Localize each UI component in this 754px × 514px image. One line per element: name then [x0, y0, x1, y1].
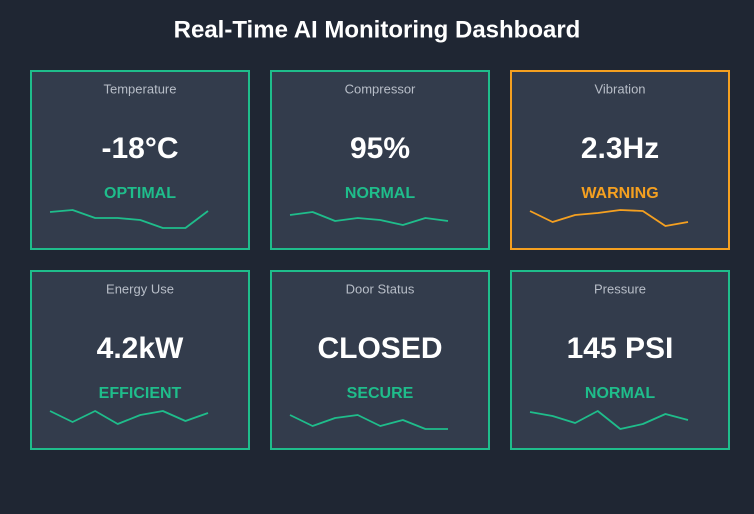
metric-card [270, 270, 490, 450]
metric-label: Pressure [594, 281, 646, 296]
sparkline [529, 209, 689, 227]
metric-value: -18°C [101, 132, 178, 165]
metric-status: EFFICIENT [99, 385, 182, 402]
metric-status: NORMAL [585, 385, 655, 402]
metric-label: Compressor [345, 81, 416, 96]
sparkline [289, 211, 449, 226]
metric-value: 2.3Hz [581, 132, 659, 165]
metric-value: CLOSED [317, 332, 442, 365]
sparkline [49, 410, 209, 425]
metric-value: 4.2kW [97, 332, 184, 365]
dashboard-title: Real-Time AI Monitoring Dashboard [174, 16, 581, 43]
metric-card [510, 270, 730, 450]
metric-label: Vibration [594, 81, 645, 96]
metric-status: NORMAL [345, 185, 415, 202]
metric-label: Temperature [104, 81, 177, 96]
sparkline [529, 410, 689, 430]
metric-status: OPTIMAL [104, 185, 176, 202]
metric-label: Energy Use [106, 281, 174, 296]
metric-label: Door Status [346, 281, 415, 296]
sparkline [49, 209, 209, 229]
metric-status: WARNING [581, 185, 658, 202]
sparkline [289, 414, 448, 430]
metric-value: 95% [350, 132, 410, 165]
metric-value: 145 PSI [567, 332, 674, 365]
metric-status: SECURE [347, 385, 414, 402]
